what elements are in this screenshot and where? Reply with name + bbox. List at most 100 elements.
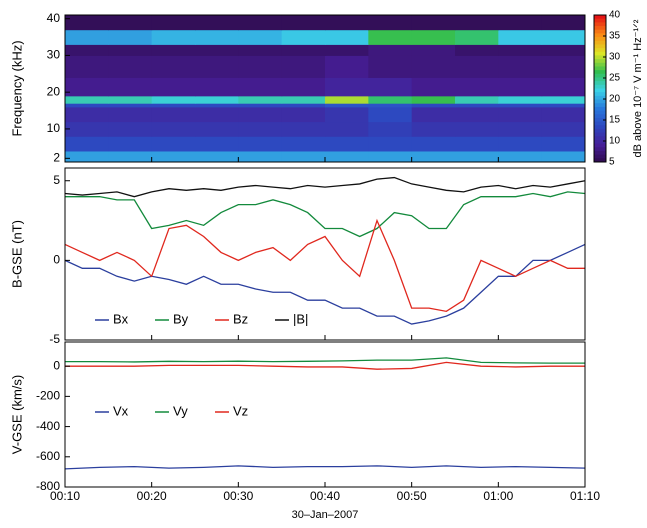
data-line (64, 218, 585, 313)
spectrogram-cell (195, 77, 239, 97)
spectrogram-cell (65, 77, 109, 97)
spectrogram-cell (498, 77, 543, 97)
spectrogram-cell (281, 77, 326, 97)
spectrogram-cell (325, 77, 369, 97)
colorbar-tick-label: 25 (609, 73, 621, 84)
spectrogram-cell (238, 103, 283, 108)
colorbar-segment (594, 132, 606, 137)
colorbar-segment (594, 40, 606, 45)
spectrogram-cell (368, 106, 413, 123)
spectrogram-cell (238, 15, 283, 31)
colorbar-segment (594, 136, 606, 141)
spectrogram-cell (238, 121, 283, 137)
data-line (65, 191, 586, 238)
spectrogram-cell (108, 136, 153, 152)
spectrogram-cell (541, 150, 586, 163)
spectrogram-cell (65, 15, 109, 31)
spectrogram-cell (368, 29, 413, 45)
spectrogram-cell (455, 29, 499, 45)
colorbar-segment (594, 88, 606, 93)
colorbar-segment (594, 139, 606, 145)
legend-label: Vy (173, 403, 188, 418)
spectrogram-cell (108, 106, 153, 123)
legend-label: Bz (233, 311, 248, 326)
spectrogram-cell (195, 55, 239, 78)
spectrogram-cell (281, 106, 326, 123)
spectrogram-cell (498, 136, 543, 152)
spectrogram-cell (65, 136, 109, 152)
spectrogram-cell (411, 77, 456, 97)
spectrogram-cell (498, 44, 543, 56)
y-tick-label: 2 (53, 150, 60, 164)
colorbar-segment (594, 55, 606, 60)
spectrogram-cell (281, 55, 326, 78)
spectrogram-cell (325, 106, 369, 123)
colorbar-segment (594, 62, 606, 67)
spectrogram-cell (325, 15, 369, 31)
spectrogram-cell (151, 15, 196, 31)
spectrogram-cell (411, 103, 456, 108)
spectrogram-cell (368, 136, 413, 152)
spectrogram-cell (108, 103, 153, 108)
spectrogram-cell (541, 15, 586, 31)
colorbar-segment (594, 158, 606, 163)
spectrogram-cell (195, 121, 239, 137)
spectrogram-cell (195, 29, 239, 45)
colorbar-segment (594, 106, 606, 112)
colorbar-segment (594, 77, 606, 82)
spectrogram-cell (151, 150, 196, 163)
spectrogram-cell (151, 44, 196, 56)
colorbar-segment (594, 110, 606, 115)
spectrogram-cell (455, 106, 499, 123)
spectrogram-cell (455, 136, 499, 152)
spectrogram-cell (108, 29, 153, 45)
spectrogram-cell (108, 121, 153, 137)
spectrogram-cell (325, 95, 369, 104)
y-tick-label: 30 (47, 48, 61, 62)
legend-label: Vx (113, 403, 129, 418)
spectrogram-cell (238, 77, 283, 97)
colorbar-segment (594, 22, 606, 27)
legend-label: Bx (113, 311, 129, 326)
spectrogram-cell (411, 55, 456, 78)
spectrogram-cell (108, 150, 153, 163)
colorbar-segment (594, 117, 606, 123)
colorbar-segment (594, 128, 606, 134)
data-line (64, 465, 586, 470)
x-tick-label: 01:10 (570, 489, 600, 503)
x-tick-label: 00:20 (137, 489, 167, 503)
spectrogram-cell (281, 150, 326, 163)
colorbar-segment (594, 92, 606, 97)
y-axis-label: B-GSE (nT) (9, 220, 24, 288)
spectrogram-cell (498, 95, 543, 104)
spectrogram-cell (65, 29, 109, 45)
colorbar-segment (594, 81, 606, 86)
spectrogram-cell (195, 103, 239, 108)
colorbar-tick-label: 40 (609, 10, 621, 21)
spectrogram-cell (65, 44, 109, 56)
spectrogram-cell (65, 150, 109, 163)
spectrogram-cell (368, 55, 413, 78)
spectrogram-cell (541, 121, 586, 137)
data-line (64, 243, 586, 325)
spectrogram-cell (498, 55, 543, 78)
spectrogram-cell (195, 106, 239, 123)
spectrogram-cell (195, 95, 239, 104)
spectrogram-cell (151, 29, 196, 45)
spectrogram-cell (151, 103, 196, 108)
spectrogram-cell (368, 150, 413, 163)
colorbar-segment (594, 73, 606, 78)
colorbar-segment (594, 15, 606, 20)
spectrogram-cell (455, 121, 499, 137)
spectrogram-cell (498, 15, 543, 31)
y-tick-label: -600 (36, 449, 60, 463)
y-tick-label: -200 (36, 389, 60, 403)
spectrogram-cell (411, 150, 456, 163)
spectrogram-cell (541, 95, 586, 104)
colorbar-frame (593, 14, 607, 163)
y-axis-label: V-GSE (km/s) (9, 375, 24, 454)
colorbar-tick-label: 5 (609, 157, 615, 168)
spectrogram-cell (368, 15, 413, 31)
spectrogram-cell (325, 55, 369, 78)
